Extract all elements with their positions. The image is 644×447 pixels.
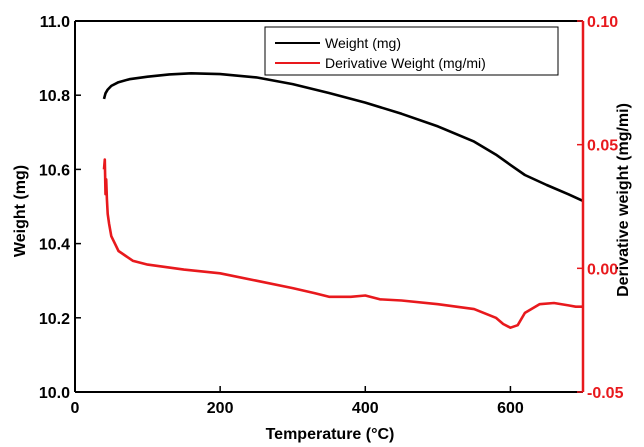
x-axis-title: Temperature (°C) — [266, 426, 395, 443]
plot-lines — [102, 72, 584, 330]
y2-tick-label: 0.10 — [587, 14, 618, 31]
y2-axis-title: Derivative weight (mg/mi) — [615, 103, 632, 297]
plot-frame — [74, 20, 585, 393]
x-tick-label: 400 — [352, 400, 379, 417]
y2-tick-label: 0.00 — [587, 261, 618, 278]
series-line-derivative — [102, 158, 583, 330]
x-tick-label: 600 — [497, 400, 524, 417]
y-axis-ticks: 10.0 10.2 10.4 10.6 10.8 11.0 — [39, 14, 81, 402]
y-axis-title: Weight (mg) — [12, 165, 29, 257]
legend-label-weight: Weight (mg) — [325, 35, 401, 51]
series-line-weight — [102, 72, 584, 203]
legend: Weight (mg) Derivative Weight (mg/mi) — [264, 26, 559, 76]
y2-tick-label: -0.05 — [587, 385, 624, 402]
legend-label-derivative: Derivative Weight (mg/mi) — [325, 55, 486, 71]
y-tick-label: 11.0 — [40, 14, 70, 31]
y2-axis-ticks: -0.05 0.00 0.05 0.10 — [577, 14, 624, 402]
y-tick-label: 10.0 — [39, 385, 70, 402]
x-tick-label: 0 — [71, 400, 80, 417]
y-tick-label: 10.4 — [39, 237, 70, 254]
y-tick-label: 10.2 — [39, 311, 70, 328]
legend-box — [264, 26, 559, 76]
x-axis-ticks: 0 200 400 600 — [71, 386, 524, 417]
x-tick-label: 200 — [207, 400, 234, 417]
y-tick-label: 10.6 — [39, 162, 70, 179]
y-tick-label: 10.8 — [39, 88, 70, 105]
y2-tick-label: 0.05 — [587, 138, 618, 155]
